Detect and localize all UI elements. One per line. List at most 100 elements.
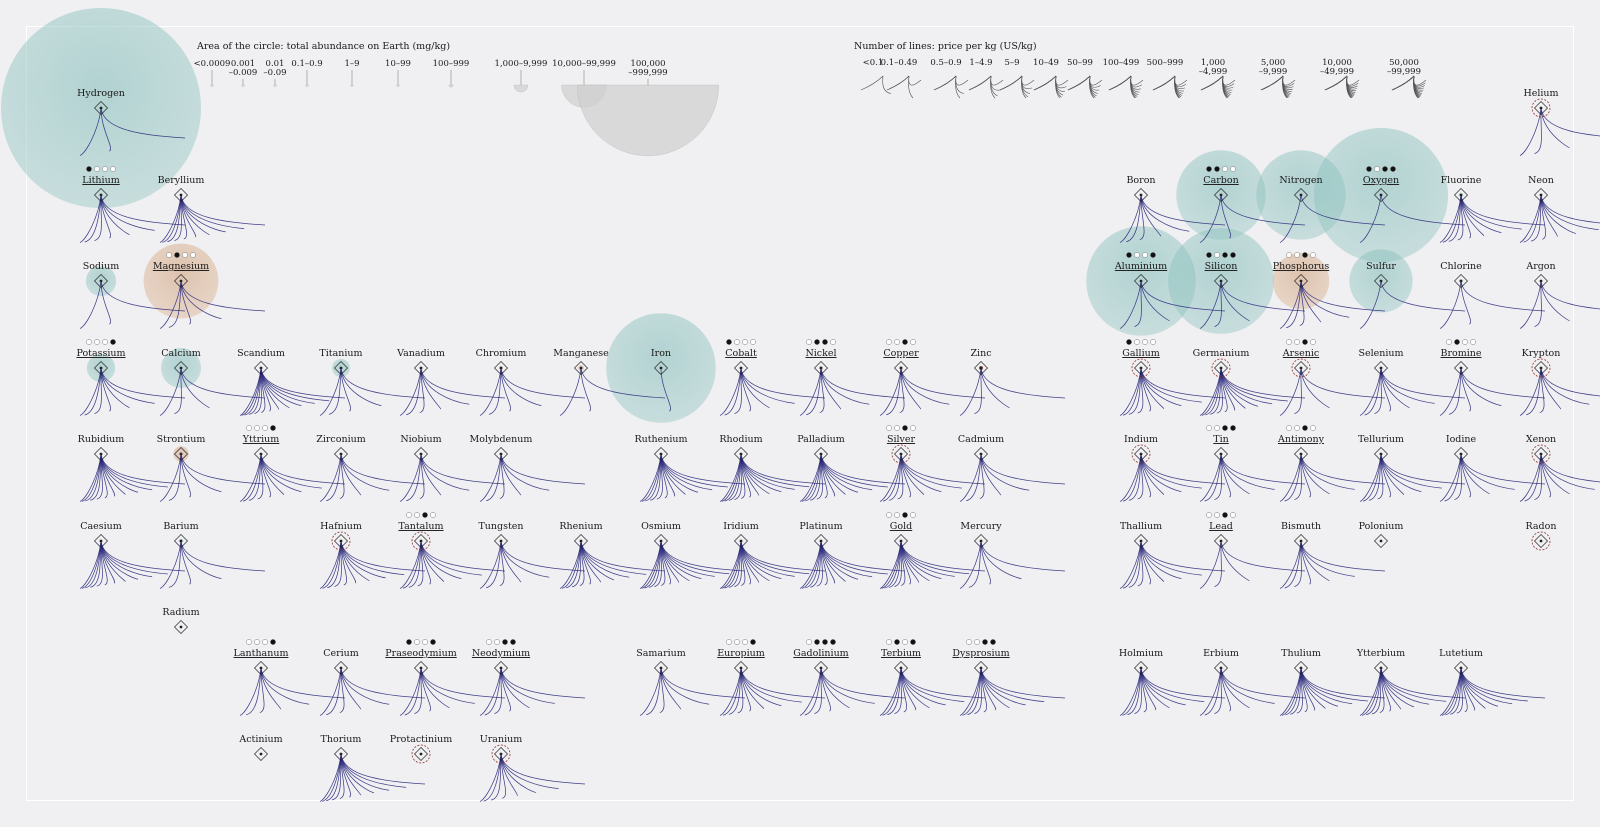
element-marker: [494, 661, 508, 675]
price-line: [488, 367, 502, 415]
element-krypton: Krypton: [1519, 348, 1600, 416]
price-line: [1214, 453, 1222, 500]
price-line: [900, 540, 920, 583]
element-marker: [1214, 447, 1228, 461]
price-swatch: [860, 75, 892, 94]
price-fan: [1279, 367, 1386, 416]
abundance-swatch: [513, 84, 529, 93]
element-marker: [1134, 534, 1148, 548]
element-indium: Indium: [1119, 434, 1226, 502]
price-line: [1534, 107, 1542, 154]
price-line: [1140, 667, 1205, 703]
price-fan: [479, 453, 586, 502]
element-marker: [494, 361, 508, 375]
price-line: [180, 453, 222, 493]
price-class-label: 0.1–0.49: [881, 58, 918, 68]
price-line: [1540, 107, 1600, 137]
price-class-label: –4,999: [1199, 67, 1228, 77]
element-glyphs: Hydrogen Helium Lithium Beryllium Boron Carbo…: [76, 88, 1600, 802]
scarcity-ring: [1211, 358, 1231, 378]
price-fan: [1199, 540, 1306, 589]
price-line: [1140, 667, 1226, 699]
price-class-label: 1,000: [1201, 58, 1225, 68]
element-marker: [174, 534, 188, 548]
price-line: [979, 453, 985, 500]
supply-dots: [166, 252, 196, 258]
price-line: [1460, 280, 1546, 312]
element-marker: [1214, 661, 1228, 675]
element-label: Beryllium: [158, 175, 205, 186]
element-marker: [254, 361, 268, 375]
price-swatch: [886, 75, 922, 99]
price-line: [1140, 194, 1190, 232]
price-line: [900, 667, 946, 706]
price-line: [500, 367, 542, 407]
price-fan: [1519, 194, 1600, 243]
price-line: [500, 453, 550, 491]
price-fan: [79, 540, 186, 589]
price-line: [1140, 453, 1202, 489]
supply-dots: [966, 639, 996, 645]
element-copper: Copper: [879, 339, 986, 416]
element-label: Aluminium: [1114, 261, 1167, 272]
element-marker: [254, 661, 268, 675]
element-label: Gallium: [1122, 348, 1160, 359]
price-line: [340, 540, 386, 579]
price-fan: [399, 540, 506, 589]
price-line: [1380, 367, 1410, 409]
price-fan: [660, 367, 671, 412]
element-molybdenum: Molybdenum: [470, 434, 586, 502]
price-line: [499, 453, 505, 500]
price-line: [900, 453, 942, 493]
price-line: [100, 367, 186, 399]
element-marker: [94, 188, 108, 202]
price-line: [180, 540, 222, 580]
element-label: Molybdenum: [470, 434, 533, 445]
element-marker: [1454, 188, 1468, 202]
price-fan: [959, 367, 1066, 416]
supply-dots: [886, 639, 916, 645]
element-carbon: Carbon: [1199, 166, 1306, 243]
price-line: [1534, 280, 1542, 327]
price-line: [1460, 194, 1502, 234]
price-line: [959, 540, 982, 589]
element-label: Selenium: [1358, 348, 1403, 359]
price-line: [1220, 540, 1306, 572]
price-line: [820, 367, 870, 405]
price-line: [660, 540, 746, 572]
price-line: [1300, 194, 1386, 226]
price-fan: [159, 280, 266, 329]
price-class-label: 0.5–0.9: [930, 58, 961, 68]
supply-dots: [406, 639, 436, 645]
element-helium: Helium: [1519, 88, 1600, 156]
price-fan: [479, 367, 586, 416]
element-marker: [894, 534, 908, 548]
element-label: Barium: [163, 521, 198, 532]
element-cerium: Cerium: [319, 648, 426, 716]
price-fan: [1279, 667, 1386, 716]
price-line: [1140, 453, 1226, 485]
element-marker: [94, 534, 108, 548]
price-fan: [1439, 453, 1546, 502]
abundance-swatch: [577, 84, 719, 156]
price-line: [1140, 540, 1202, 576]
price-line: [328, 367, 342, 415]
price-class-label: 10,000: [1322, 58, 1352, 68]
price-line: [639, 453, 662, 502]
element-label: Antimony: [1277, 434, 1325, 445]
price-line: [722, 667, 742, 716]
price-line: [1134, 280, 1142, 327]
price-class-label: 5–9: [1004, 58, 1019, 68]
element-lithium: Lithium: [79, 166, 186, 243]
price-line: [799, 540, 822, 589]
element-marker: [814, 447, 828, 461]
element-marker: [974, 534, 988, 548]
price-line: [1460, 667, 1513, 705]
price-line: [1220, 667, 1275, 704]
abundance-class-label: 0.001: [231, 59, 255, 69]
element-label: Copper: [883, 348, 919, 359]
element-label: Rhenium: [559, 521, 602, 532]
price-legend-title: Number of lines: price per kg (US/kg): [854, 41, 1037, 52]
element-label: Gadolinium: [793, 648, 848, 659]
scarcity-ring: [1531, 531, 1551, 551]
